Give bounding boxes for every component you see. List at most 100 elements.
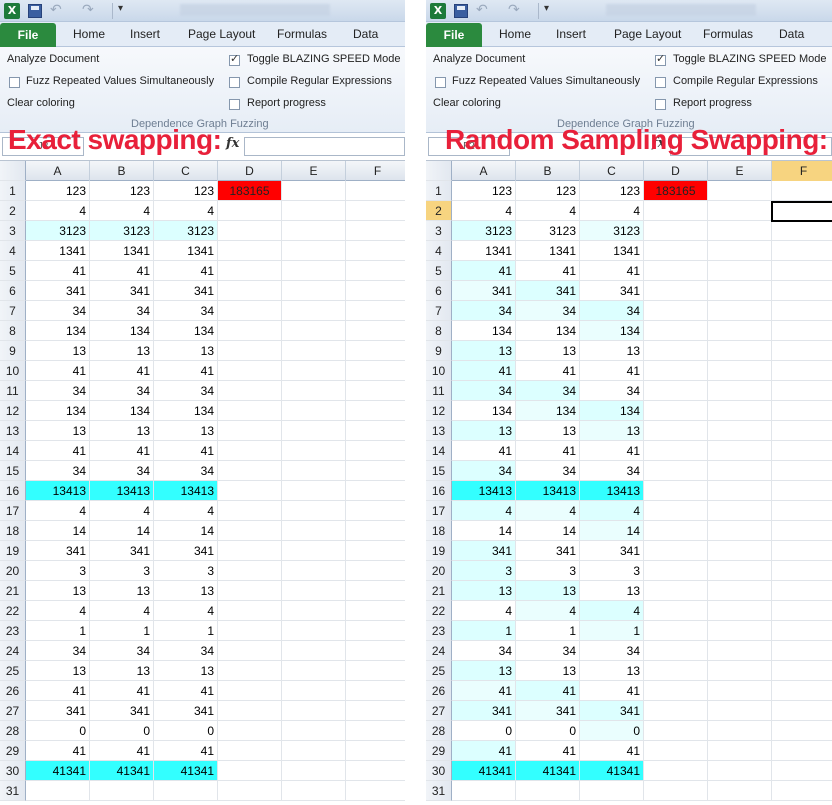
function-icon[interactable]: fx xyxy=(226,136,240,151)
cell[interactable] xyxy=(516,781,580,801)
cell[interactable] xyxy=(346,181,405,201)
cell[interactable] xyxy=(772,241,832,261)
cell[interactable] xyxy=(772,441,832,461)
tab-file[interactable]: File xyxy=(426,23,482,47)
cell[interactable]: 1341 xyxy=(90,241,154,261)
cell[interactable]: 123 xyxy=(580,181,644,201)
cell[interactable]: 34 xyxy=(90,461,154,481)
report-progress-checkbox[interactable] xyxy=(229,99,240,110)
row-header[interactable]: 17 xyxy=(0,501,26,521)
cell[interactable] xyxy=(708,441,772,461)
fuzz-repeated-checkbox[interactable] xyxy=(435,77,446,88)
row-header[interactable]: 26 xyxy=(426,681,452,701)
cell[interactable]: 13 xyxy=(154,661,218,681)
cell[interactable]: 13 xyxy=(580,421,644,441)
cell[interactable] xyxy=(282,461,346,481)
cell[interactable]: 34 xyxy=(580,301,644,321)
cell[interactable] xyxy=(346,601,405,621)
cell[interactable]: 34 xyxy=(452,381,516,401)
cell[interactable] xyxy=(90,781,154,801)
row-header[interactable]: 25 xyxy=(0,661,26,681)
column-header-f[interactable]: F xyxy=(772,161,832,181)
cell[interactable]: 34 xyxy=(154,381,218,401)
cell[interactable]: 34 xyxy=(26,641,90,661)
cell[interactable] xyxy=(772,621,832,641)
result-cell[interactable]: 183165 xyxy=(644,181,708,201)
cell[interactable] xyxy=(282,501,346,521)
column-header-d[interactable]: D xyxy=(218,161,282,181)
row-header[interactable]: 4 xyxy=(426,241,452,261)
row-header[interactable]: 21 xyxy=(426,581,452,601)
undo-icon[interactable]: ↶ xyxy=(50,2,62,18)
cell[interactable] xyxy=(218,541,282,561)
cell[interactable]: 41 xyxy=(90,441,154,461)
cell[interactable]: 4 xyxy=(516,601,580,621)
select-all-corner[interactable] xyxy=(426,161,452,181)
row-header[interactable]: 6 xyxy=(426,281,452,301)
cell[interactable]: 1 xyxy=(154,621,218,641)
column-header-f[interactable]: F xyxy=(346,161,405,181)
cell[interactable] xyxy=(708,681,772,701)
cell[interactable] xyxy=(346,301,405,321)
cell[interactable]: 13 xyxy=(452,661,516,681)
tab-page-layout[interactable]: Page Layout xyxy=(614,27,682,41)
row-header[interactable]: 28 xyxy=(426,721,452,741)
cell[interactable]: 41 xyxy=(580,261,644,281)
cell[interactable]: 14 xyxy=(580,521,644,541)
row-header[interactable]: 29 xyxy=(426,741,452,761)
cell[interactable] xyxy=(708,621,772,641)
cell[interactable] xyxy=(282,181,346,201)
cell[interactable] xyxy=(644,401,708,421)
cell[interactable]: 0 xyxy=(26,721,90,741)
cell[interactable]: 13413 xyxy=(26,481,90,501)
clear-coloring-button[interactable]: Clear coloring xyxy=(433,97,501,109)
row-header[interactable]: 21 xyxy=(0,581,26,601)
cell[interactable]: 34 xyxy=(154,641,218,661)
cell[interactable] xyxy=(580,781,644,801)
cell[interactable] xyxy=(282,581,346,601)
cell[interactable] xyxy=(282,261,346,281)
cell[interactable]: 41 xyxy=(452,441,516,461)
cell[interactable]: 4 xyxy=(452,501,516,521)
row-header[interactable]: 12 xyxy=(426,401,452,421)
cell[interactable]: 0 xyxy=(154,721,218,741)
cell[interactable]: 341 xyxy=(90,541,154,561)
cell[interactable] xyxy=(154,781,218,801)
cell[interactable] xyxy=(708,761,772,781)
save-icon[interactable] xyxy=(454,4,468,18)
row-header[interactable]: 9 xyxy=(426,341,452,361)
cell[interactable] xyxy=(772,341,832,361)
row-header[interactable]: 27 xyxy=(426,701,452,721)
column-header-c[interactable]: C xyxy=(154,161,218,181)
row-header[interactable]: 3 xyxy=(426,221,452,241)
cell[interactable]: 4 xyxy=(516,201,580,221)
cell[interactable] xyxy=(346,661,405,681)
cell[interactable] xyxy=(772,641,832,661)
cell[interactable]: 0 xyxy=(452,721,516,741)
row-header[interactable]: 30 xyxy=(426,761,452,781)
cell[interactable] xyxy=(708,261,772,281)
cell[interactable] xyxy=(708,481,772,501)
row-header[interactable]: 10 xyxy=(0,361,26,381)
customize-quick-access-icon[interactable]: ▾ xyxy=(118,3,124,14)
cell[interactable] xyxy=(772,581,832,601)
cell[interactable] xyxy=(772,361,832,381)
cell[interactable] xyxy=(282,641,346,661)
cell[interactable] xyxy=(708,741,772,761)
row-header[interactable]: 1 xyxy=(426,181,452,201)
cell[interactable] xyxy=(218,301,282,321)
cell[interactable] xyxy=(772,761,832,781)
cell[interactable]: 41 xyxy=(154,741,218,761)
cell[interactable] xyxy=(346,721,405,741)
cell[interactable]: 41 xyxy=(154,361,218,381)
excel-icon[interactable]: X xyxy=(430,3,446,19)
spreadsheet-grid[interactable]: A B C D E F 1 123 123 123 183165 2 4 4 4 3 3123 3123 3123 4… xyxy=(426,161,832,801)
cell[interactable]: 341 xyxy=(90,701,154,721)
cell[interactable] xyxy=(644,341,708,361)
cell[interactable]: 13413 xyxy=(90,481,154,501)
cell[interactable] xyxy=(282,441,346,461)
cell[interactable]: 1341 xyxy=(26,241,90,261)
row-header[interactable]: 2 xyxy=(0,201,26,221)
cell[interactable] xyxy=(708,201,772,221)
column-header-a[interactable]: A xyxy=(26,161,90,181)
